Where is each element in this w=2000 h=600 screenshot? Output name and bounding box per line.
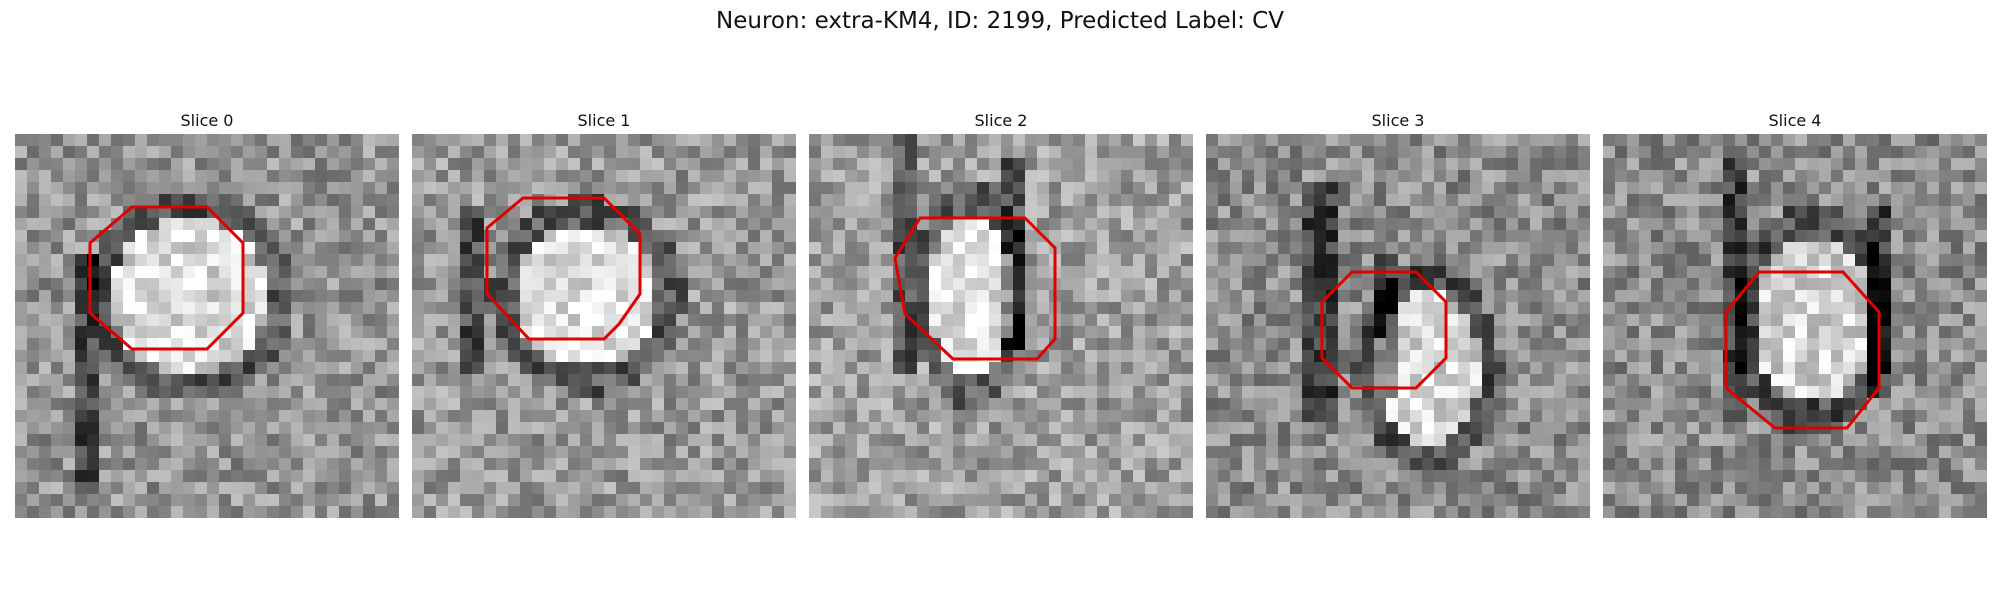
- contour-outline: [893, 216, 1057, 361]
- slice-image: [15, 134, 399, 518]
- slice-panel-2: Slice 2: [809, 108, 1193, 518]
- slice-panel-1: Slice 1: [412, 108, 796, 518]
- grayscale-image: [809, 134, 1193, 518]
- slice-image: [1206, 134, 1590, 518]
- grayscale-image: [1603, 134, 1987, 518]
- slice-title: Slice 3: [1371, 111, 1425, 130]
- slice-panel-3: Slice 3: [1206, 108, 1590, 518]
- contour-outline: [485, 196, 642, 341]
- contour-outline: [1320, 270, 1448, 390]
- contour-outline: [88, 205, 245, 351]
- slice-panel-0: Slice 0: [15, 108, 399, 518]
- grayscale-image: [1206, 134, 1590, 518]
- grayscale-image: [412, 134, 796, 518]
- slice-image: [809, 134, 1193, 518]
- contour-outline: [1724, 270, 1881, 430]
- slice-title: Slice 4: [1768, 111, 1822, 130]
- slice-panel-4: Slice 4: [1603, 108, 1987, 518]
- slice-image: [1603, 134, 1987, 518]
- slice-title: Slice 2: [974, 111, 1028, 130]
- slice-image: [412, 134, 796, 518]
- slice-title: Slice 0: [180, 111, 234, 130]
- slice-title: Slice 1: [577, 111, 631, 130]
- grayscale-image: [15, 134, 399, 518]
- figure-title: Neuron: extra-KM4, ID: 2199, Predicted L…: [716, 8, 1284, 34]
